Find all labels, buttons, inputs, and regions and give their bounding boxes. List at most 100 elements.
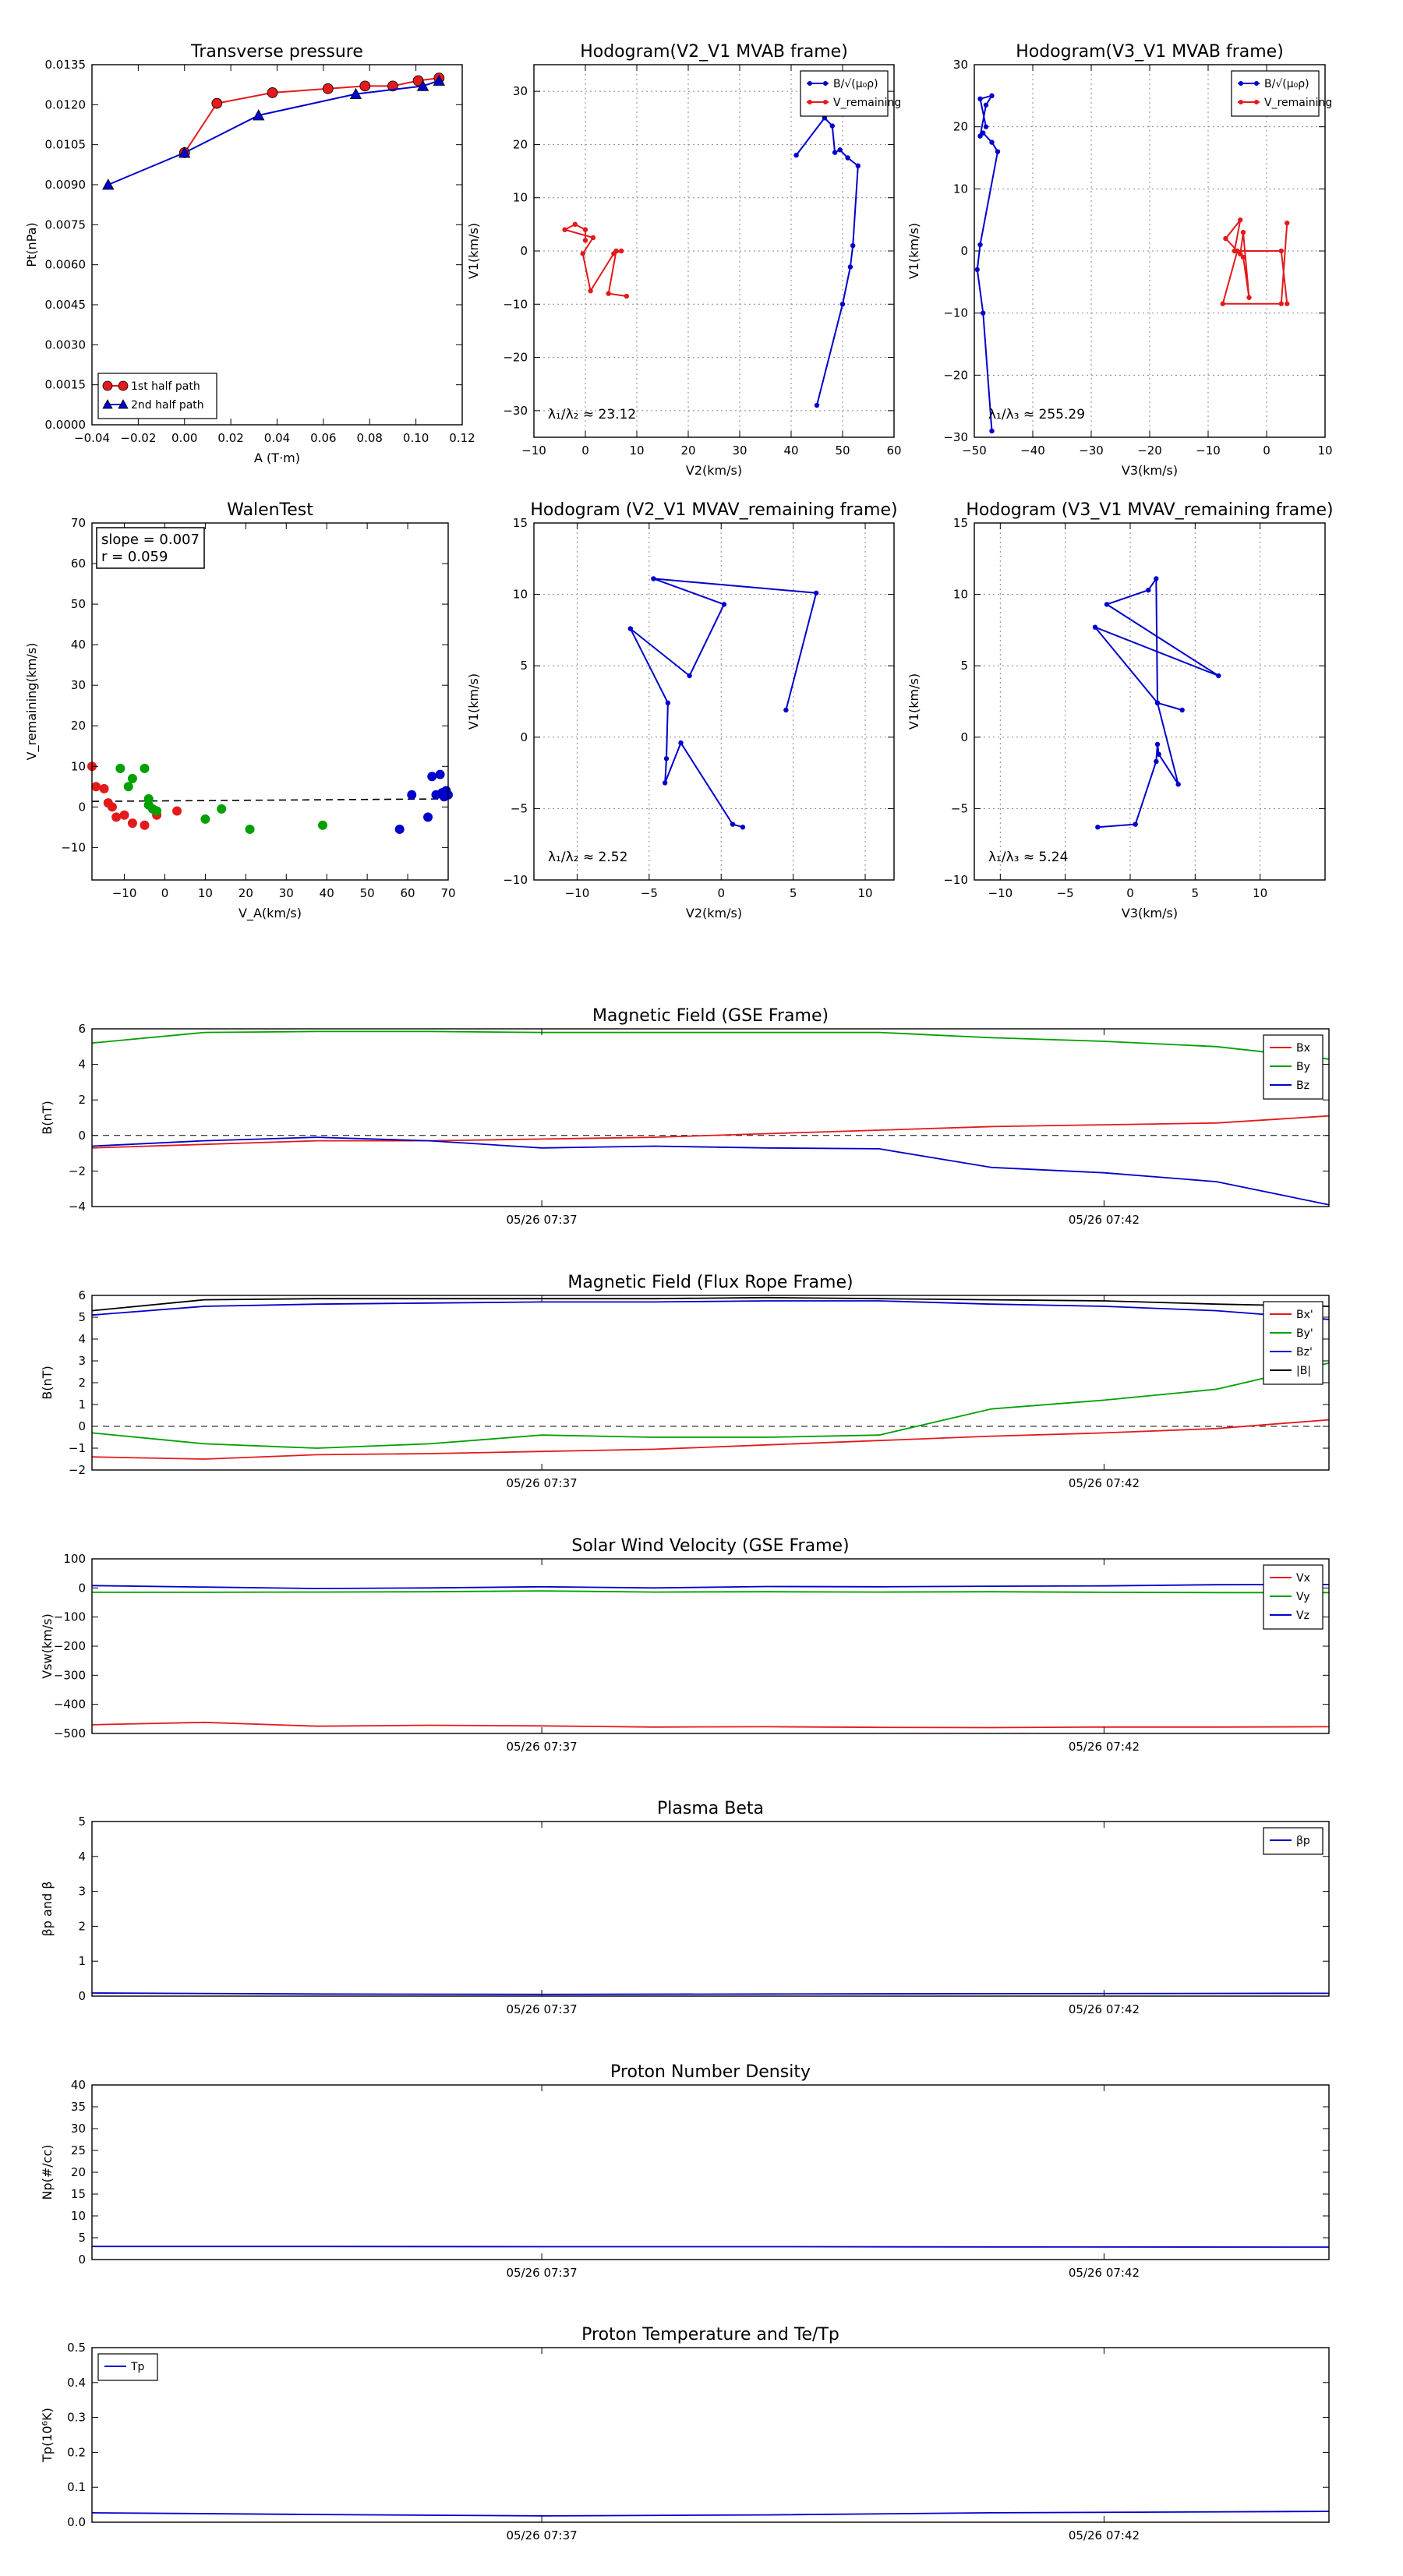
data-point — [624, 293, 629, 299]
x-axis-label: V2(km/s) — [686, 463, 742, 478]
series-line — [91, 1992, 1330, 1995]
chart-title: Proton Temperature and Te/Tp — [581, 2325, 839, 2345]
series-vz-2 — [91, 1584, 1330, 1590]
data-point — [582, 227, 588, 232]
chart-tpr: 05/26 07:37 05/26 07:42 0.0 0.1 0.2 0.3 0.4 0.5… — [40, 2325, 1330, 2542]
data-point — [433, 74, 445, 86]
data-point — [1154, 700, 1161, 706]
legend-label: By' — [1296, 1327, 1313, 1340]
data-point — [1238, 217, 1243, 223]
y-tick-label: 20 — [71, 2165, 86, 2179]
legend: Bx' By' Bz' |B| — [1263, 1301, 1323, 1385]
y-tick-label: 1 — [78, 1398, 86, 1412]
y-tick-label: 0 — [78, 1129, 86, 1143]
legend-marker — [823, 81, 828, 86]
y-tick-label: 15 — [953, 516, 968, 530]
x-tick-label: 0.04 — [264, 431, 290, 445]
y-tick-label: 0.3 — [67, 2411, 86, 2425]
series-points-1 — [115, 763, 328, 834]
x-tick-label: 70 — [440, 886, 455, 900]
y-tick-label: 0.0135 — [45, 58, 87, 72]
y-tick-label: −10 — [503, 297, 528, 311]
x-tick-label: 50 — [835, 443, 850, 458]
data-point — [627, 626, 634, 631]
x-tick-label: 60 — [401, 886, 415, 900]
chart-np: 05/26 07:37 05/26 07:42 0 5 10 15 20 25 30 35 40 Pr… — [40, 2062, 1330, 2280]
data-point — [783, 707, 789, 713]
legend-entry: 2nd half path — [102, 399, 204, 412]
y-tick-label: 40 — [71, 2078, 86, 2092]
data-point — [1223, 235, 1228, 242]
y-tick-label: 30 — [71, 2122, 86, 2136]
data-point — [665, 700, 671, 706]
series-bx-0 — [91, 1115, 1330, 1149]
legend-entry: Bx — [1270, 1042, 1310, 1055]
data-point — [1156, 751, 1161, 757]
series-points-0 — [87, 761, 182, 830]
series-bz-2 — [91, 1136, 1330, 1206]
x-axis-label: V3(km/s) — [1122, 463, 1178, 478]
data-point — [211, 97, 223, 109]
data-point — [847, 264, 853, 270]
y-tick-label: −10 — [503, 873, 528, 887]
y-tick-label: 20 — [513, 137, 528, 151]
y-tick-label: 20 — [71, 719, 86, 733]
series-line — [91, 1296, 1330, 1312]
legend-marker — [102, 380, 113, 391]
eigenvalue-ratio-annotation: λ₁/λ₃ ≈ 255.29 — [988, 407, 1085, 422]
y-tick-label: 5 — [78, 2231, 86, 2245]
chart-beta: 05/26 07:37 05/26 07:42 0 1 2 3 4 5 Plasma Beta β… — [40, 1799, 1330, 2016]
x-tick-label: 50 — [360, 886, 375, 900]
x-tick-label: −20 — [1137, 443, 1162, 458]
x-tick-label: 20 — [680, 443, 695, 458]
y-tick-label: 0.0105 — [45, 138, 87, 152]
x-tick-label: 30 — [279, 886, 294, 900]
legend-entry: βp — [1270, 1835, 1310, 1847]
data-point — [99, 783, 109, 793]
y-tick-label: 5 — [78, 1815, 86, 1829]
x-tick-label: 05/26 07:37 — [506, 2002, 577, 2016]
series-line — [91, 1721, 1330, 1729]
y-tick-label: 20 — [953, 120, 968, 134]
x-tick-label: 0.12 — [449, 431, 475, 445]
series-points-0 — [1092, 576, 1221, 830]
x-tick-label: 0.00 — [171, 431, 197, 445]
data-point — [814, 402, 820, 408]
series-v-remaining-1 — [562, 221, 629, 299]
series-line — [795, 116, 859, 406]
series-points-2 — [394, 769, 453, 834]
x-tick-label: −10 — [1196, 443, 1221, 458]
series-line — [976, 94, 999, 432]
series-line — [91, 1419, 1330, 1460]
x-tick-label: 05/26 07:42 — [1069, 2002, 1140, 2016]
data-point — [1146, 587, 1151, 593]
x-tick-label: 10 — [1253, 886, 1267, 900]
data-point — [1154, 741, 1161, 747]
x-tick-label: 05/26 07:42 — [1069, 1476, 1140, 1490]
eigenvalue-ratio-annotation: λ₁/λ₂ ≈ 23.12 — [548, 407, 636, 422]
legend-label: Bx — [1296, 1042, 1310, 1055]
legend: Vx Vy Vz — [1263, 1564, 1323, 1630]
series-vx-0 — [91, 1721, 1330, 1729]
legend-label: Bz' — [1296, 1346, 1313, 1359]
y-tick-label: 50 — [71, 597, 86, 611]
x-tick-label: −10 — [112, 886, 137, 900]
y-tick-label: 0.0015 — [45, 378, 87, 392]
x-tick-label: 5 — [1192, 886, 1200, 900]
y-tick-label: −30 — [943, 430, 968, 444]
chart-title: Magnetic Field (Flux Rope Frame) — [567, 1273, 853, 1292]
x-tick-label: −5 — [1057, 886, 1074, 900]
series-line — [91, 1584, 1330, 1590]
data-point — [178, 147, 191, 158]
chart-title: Plasma Beta — [657, 1799, 764, 1818]
data-point — [850, 242, 856, 249]
x-tick-label: 60 — [886, 443, 901, 458]
legend: Bx By Bz — [1263, 1034, 1323, 1100]
legend-entry: V_remaining — [1238, 97, 1332, 109]
x-tick-label: 0.08 — [357, 431, 383, 445]
data-point — [253, 109, 265, 121]
data-point — [981, 130, 986, 136]
eigenvalue-ratio-annotation: λ₁/λ₂ ≈ 2.52 — [548, 850, 627, 865]
